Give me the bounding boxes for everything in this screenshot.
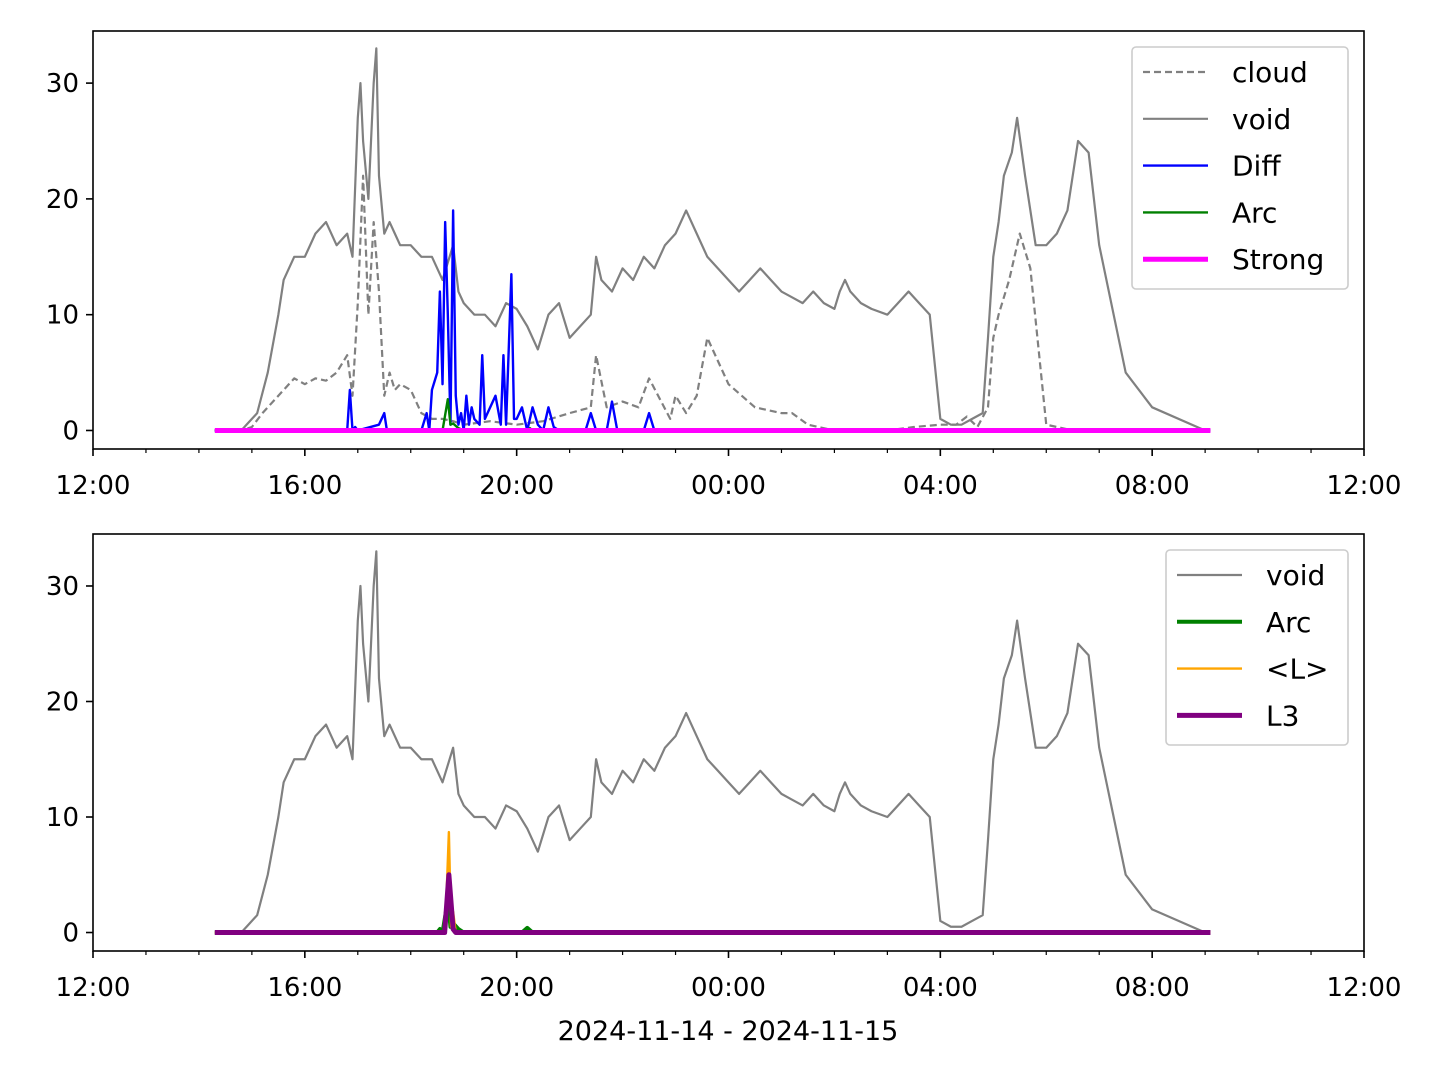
series-line-diff xyxy=(214,209,1211,432)
legend-label-arc: Arc xyxy=(1266,606,1311,639)
x-tick-label: 00:00 xyxy=(691,973,766,1003)
x-tick-label: 12:00 xyxy=(56,471,131,501)
x-tick-label: 12:00 xyxy=(1327,471,1402,501)
legend-label-void: void xyxy=(1232,103,1291,136)
x-tick-label: 16:00 xyxy=(267,973,342,1003)
legend-label-arc: Arc xyxy=(1232,196,1277,229)
y-tick-label: 0 xyxy=(62,919,79,949)
x-tick-label: 08:00 xyxy=(1115,973,1190,1003)
legend-label-diff: Diff xyxy=(1232,150,1281,183)
x-tick-label: 00:00 xyxy=(691,471,766,501)
x-tick-label: 12:00 xyxy=(1327,973,1402,1003)
legend-box xyxy=(1131,46,1349,290)
legend-label-cloud: cloud xyxy=(1232,56,1308,89)
y-tick-label: 20 xyxy=(46,185,79,215)
y-tick-label: 30 xyxy=(46,572,79,602)
x-tick-label: 12:00 xyxy=(56,973,131,1003)
top-chart-panel: 0 10 20 30 12:00 16:00 20:00 00:00 04:00 08:00 12:… xyxy=(46,30,1402,501)
legend-label-l: <L> xyxy=(1266,653,1329,686)
x-tick-label: 20:00 xyxy=(479,973,554,1003)
legend-label-l3: L3 xyxy=(1266,699,1299,732)
y-tick-label: 20 xyxy=(46,687,79,717)
x-tick-label: 08:00 xyxy=(1115,471,1190,501)
x-tick-label: 04:00 xyxy=(903,471,978,501)
y-tick-label: 0 xyxy=(62,416,79,446)
y-tick-label: 10 xyxy=(46,803,79,833)
legend-label-strong: Strong xyxy=(1232,243,1324,276)
x-tick-label: 20:00 xyxy=(479,471,554,501)
legend: cloud void Diff Arc Strong xyxy=(1131,46,1349,290)
x-tick-label: 16:00 xyxy=(267,471,342,501)
y-tick-label: 30 xyxy=(46,69,79,99)
series-line-void xyxy=(214,550,1211,934)
x-axis-label: 2024-11-14 - 2024-11-15 xyxy=(558,1016,899,1047)
legend-label-void: void xyxy=(1266,559,1325,592)
y-tick-label: 10 xyxy=(46,301,79,331)
legend: void Arc <L> L3 xyxy=(1165,549,1349,746)
bottom-chart-panel: 0 10 20 30 12:00 16:00 20:00 00:00 04:00 08:00 12:… xyxy=(46,533,1402,1003)
legend-box xyxy=(1165,549,1349,746)
series-line-void xyxy=(214,47,1211,432)
x-tick-label: 04:00 xyxy=(903,973,978,1003)
series-line-l3 xyxy=(214,872,1211,936)
series-line-cloud xyxy=(214,174,1211,432)
